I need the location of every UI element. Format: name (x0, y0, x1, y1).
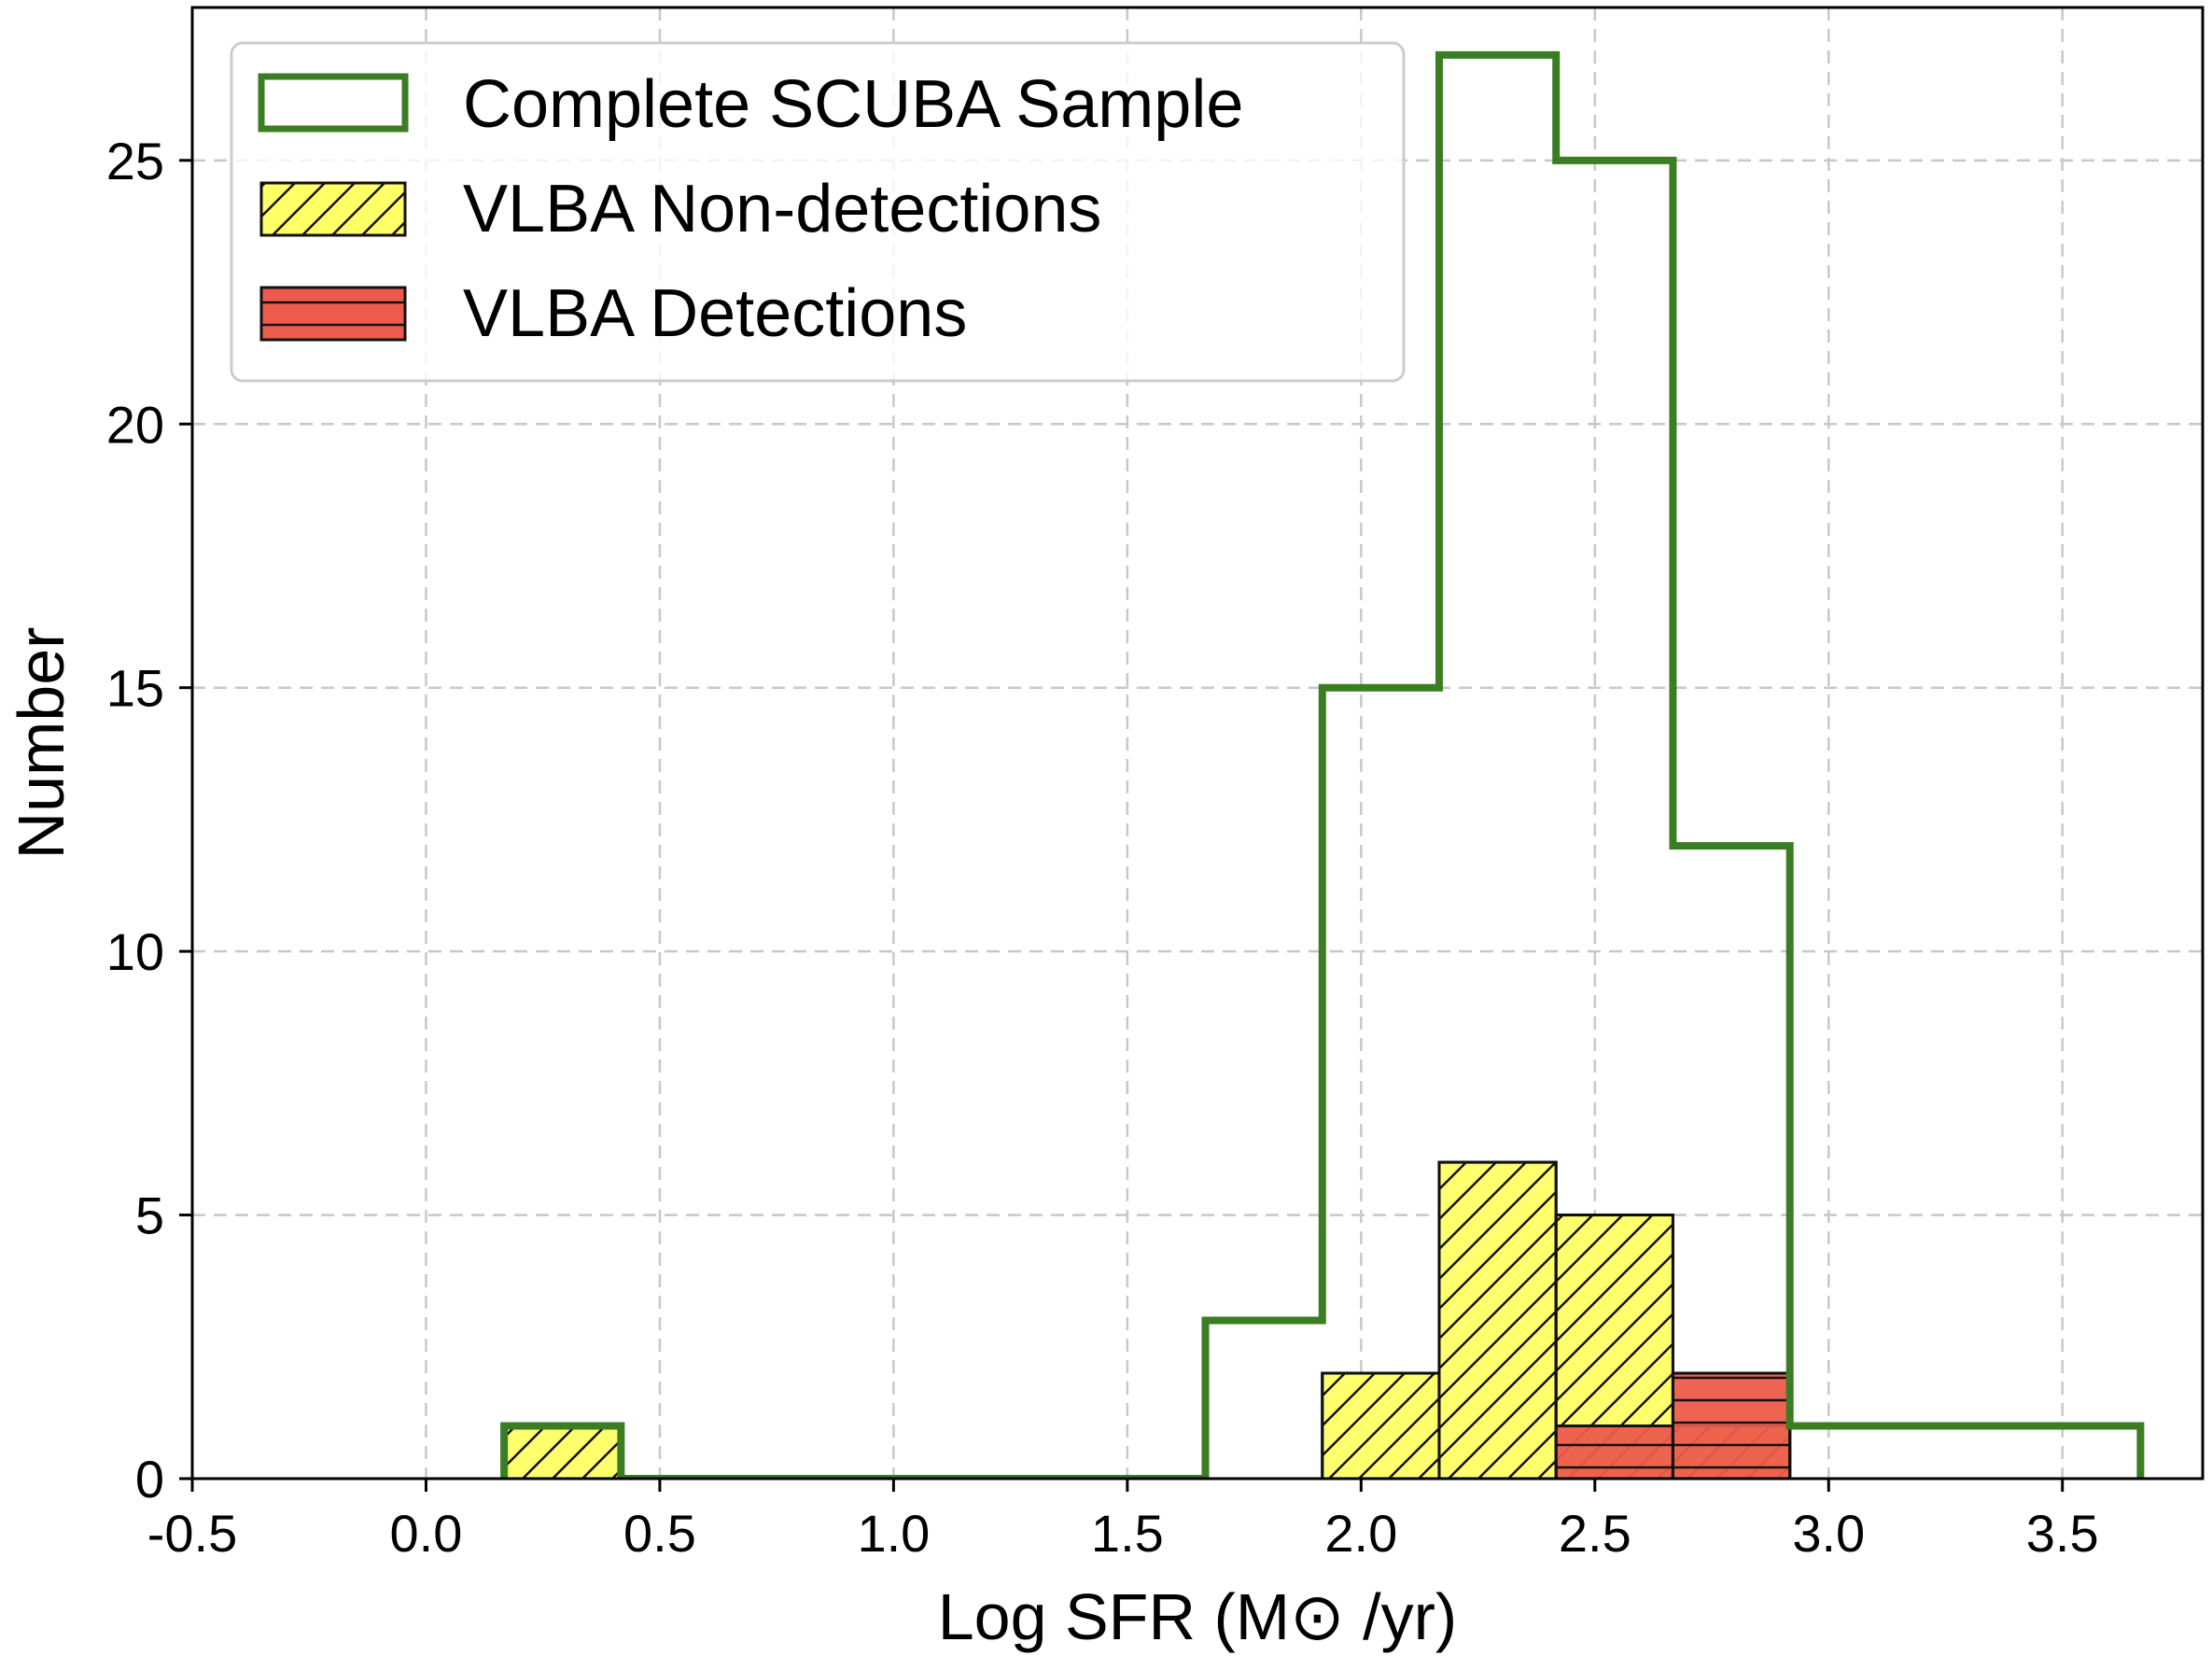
legend-swatch-detections-hatch (259, 286, 407, 342)
plot-frame (190, 6, 2205, 1481)
nondetection-bar-hatch (1437, 1160, 1558, 1479)
y-axis-label: Number (5, 627, 77, 860)
x-tick-label: 2.0 (1324, 1504, 1397, 1563)
x-axis-label: Log SFR (M⊙ /yr) (938, 1580, 1457, 1653)
x-tick-label: 1.5 (1091, 1504, 1164, 1563)
x-tick-label: 3.5 (2026, 1504, 2099, 1563)
x-tick-label: 1.0 (857, 1504, 930, 1563)
legend-frame (230, 41, 1406, 383)
y-axis-ticks: 0 5 10 15 20 25 (106, 132, 192, 1509)
legend-label-detections: VLBA Detections (463, 276, 967, 351)
y-tick-label: 25 (106, 132, 164, 190)
y-tick-label: 15 (106, 659, 164, 718)
legend: Complete SCUBA Sample VLBA Non-detection… (230, 41, 1406, 383)
y-tick-label: 0 (135, 1450, 164, 1509)
x-tick-label: 2.5 (1559, 1504, 1631, 1563)
legend-swatch-nondetections-hatch (259, 181, 407, 237)
y-tick-label: 5 (135, 1186, 164, 1245)
nondetection-bar-hatch (1321, 1371, 1441, 1479)
complete-sample-step (500, 50, 2145, 1479)
legend-swatch-complete (258, 73, 409, 133)
detection-bar-hatch (1554, 1424, 1674, 1479)
x-tick-label: 0.5 (623, 1504, 696, 1563)
x-tick-label: -0.5 (147, 1504, 238, 1563)
y-tick-label: 20 (106, 395, 164, 454)
legend-label-nondetections: VLBA Non-detections (463, 172, 1101, 246)
bars-layer (502, 1160, 1792, 1479)
legend-label-complete: Complete SCUBA Sample (463, 67, 1243, 142)
x-tick-label: 0.0 (390, 1504, 463, 1563)
x-tick-label: 3.0 (1792, 1504, 1865, 1563)
y-tick-label: 10 (106, 922, 164, 981)
x-axis-ticks: -0.5 0.0 0.5 1.0 1.5 2.0 2.5 3.0 3.5 (147, 1479, 2099, 1563)
nondetection-bar-hatch (502, 1424, 623, 1479)
step-layer (500, 50, 2145, 1479)
detection-bar-hatch (1671, 1371, 1792, 1479)
